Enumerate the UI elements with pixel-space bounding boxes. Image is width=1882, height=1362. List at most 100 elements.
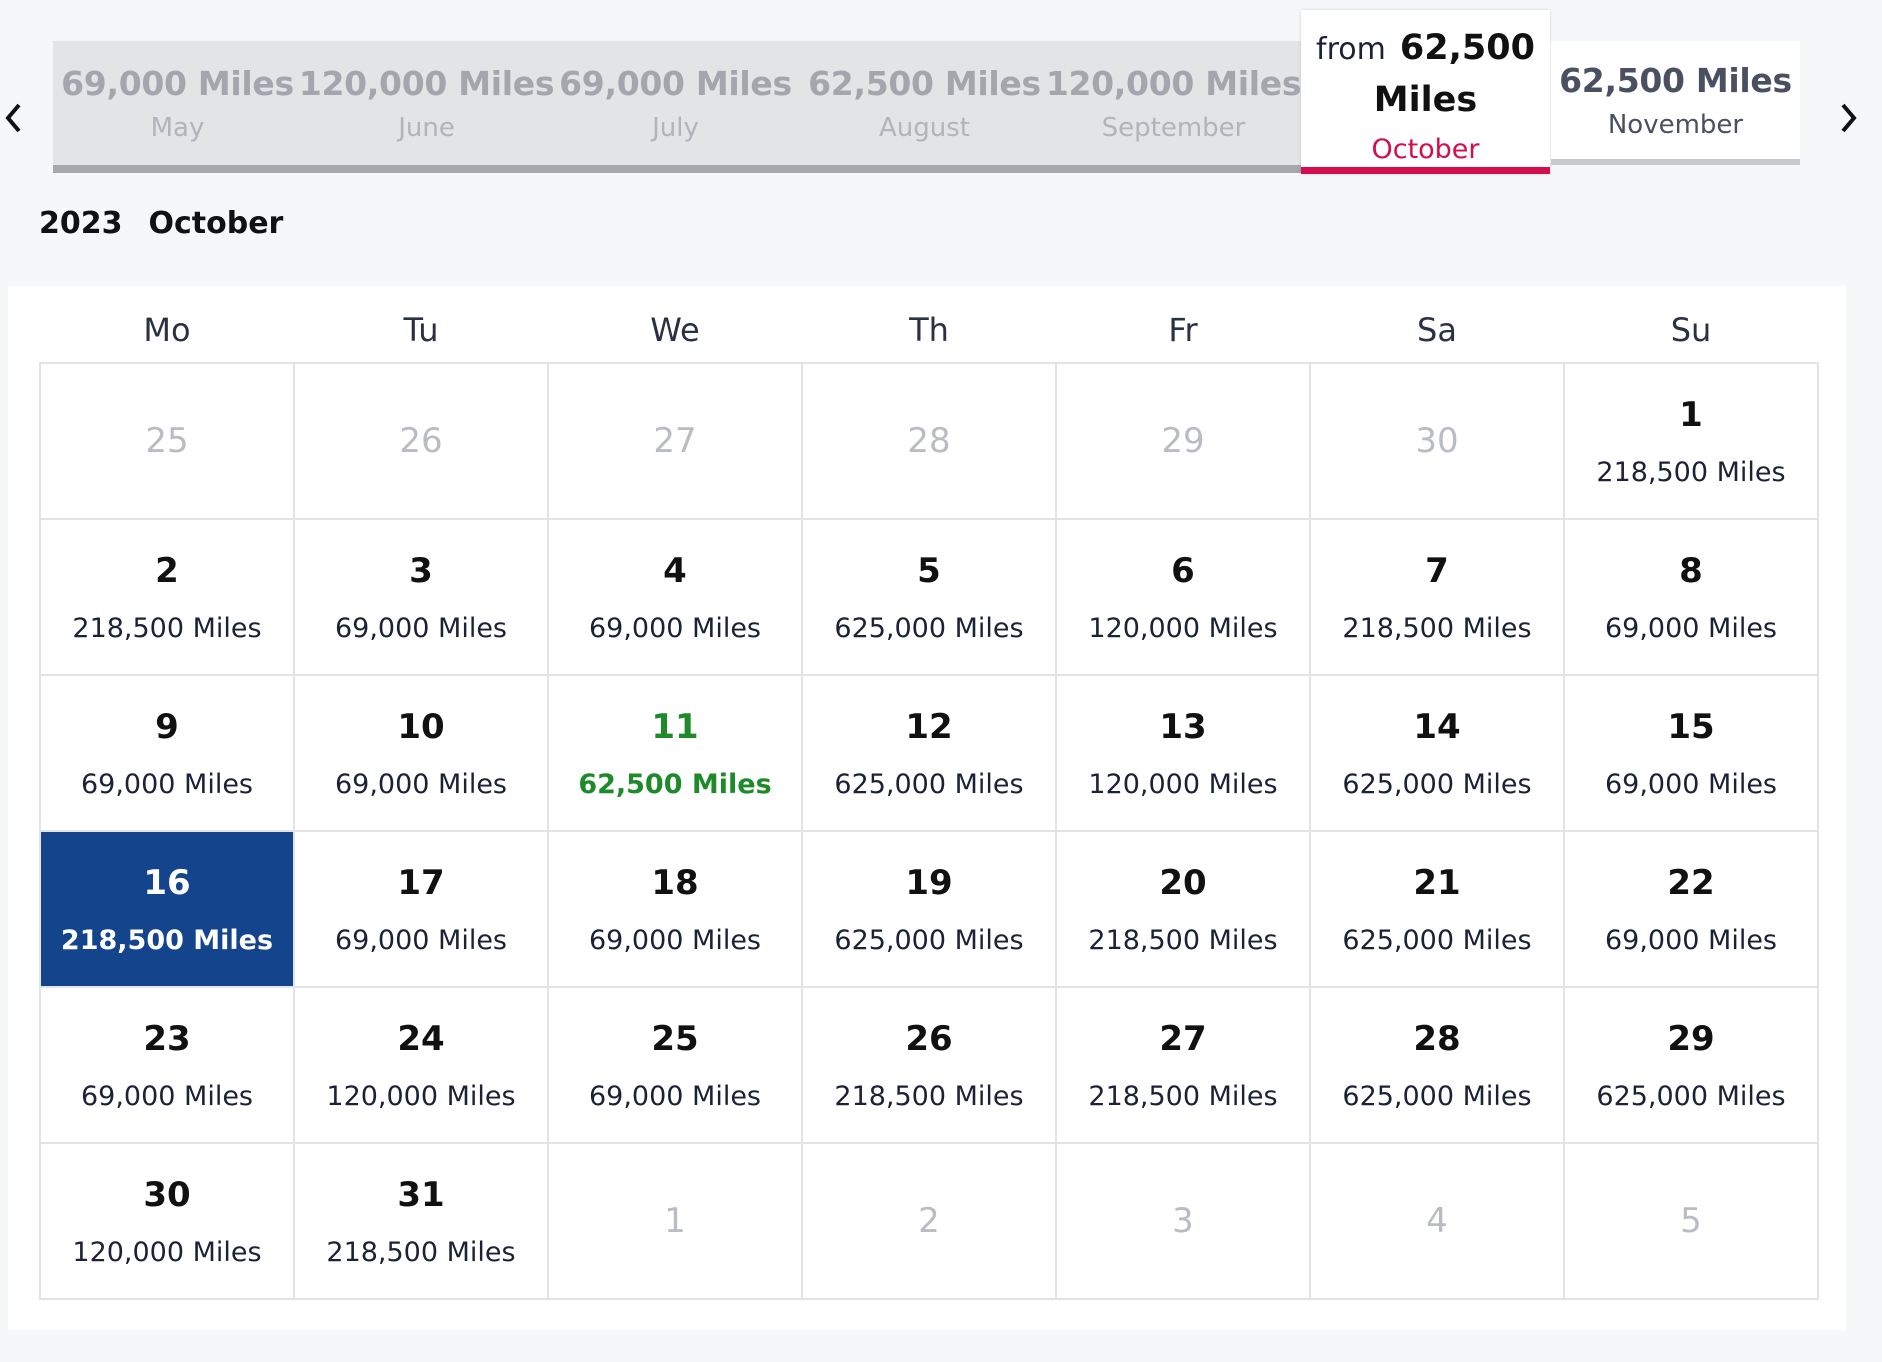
from-label: from — [1316, 32, 1386, 67]
day-number: 25 — [651, 1018, 699, 1059]
day-number: 2 — [155, 550, 179, 591]
day-price: 625,000 Miles — [1596, 1080, 1786, 1112]
calendar-day[interactable]: 21 625,000 Miles — [1311, 832, 1565, 988]
day-number: 1 — [664, 1201, 686, 1241]
calendar-day[interactable]: 11 62,500 Miles — [549, 676, 803, 832]
day-number: 22 — [1667, 862, 1715, 903]
day-number: 8 — [1679, 550, 1703, 591]
calendar-day[interactable]: 24 120,000 Miles — [295, 988, 549, 1144]
day-number: 27 — [653, 421, 697, 461]
month-name: August — [879, 112, 970, 143]
calendar-day[interactable]: 25 69,000 Miles — [549, 988, 803, 1144]
day-number: 15 — [1667, 706, 1715, 747]
calendar-day[interactable]: 31 218,500 Miles — [295, 1144, 549, 1300]
day-number: 14 — [1413, 706, 1461, 747]
calendar-day[interactable]: 30 120,000 Miles — [41, 1144, 295, 1300]
calendar-day-outside: 28 — [803, 364, 1057, 520]
day-number: 23 — [143, 1018, 191, 1059]
month-tab-october[interactable]: from 62,500 Miles October — [1301, 10, 1550, 174]
next-month-button[interactable] — [1834, 96, 1862, 140]
calendar-day[interactable]: 10 69,000 Miles — [295, 676, 549, 832]
chevron-left-icon — [5, 103, 21, 133]
calendar-day[interactable]: 20 218,500 Miles — [1057, 832, 1311, 988]
day-number: 3 — [1172, 1201, 1194, 1241]
day-price: 218,500 Miles — [834, 1080, 1024, 1112]
month-price: 69,000 Miles — [559, 63, 792, 103]
calendar-day[interactable]: 15 69,000 Miles — [1565, 676, 1819, 832]
calendar-day[interactable]: 17 69,000 Miles — [295, 832, 549, 988]
day-number: 5 — [1680, 1201, 1702, 1241]
calendar-month: October — [148, 206, 284, 241]
calendar-day[interactable]: 5 625,000 Miles — [803, 520, 1057, 676]
calendar-day[interactable]: 2 218,500 Miles — [41, 520, 295, 676]
weekday-label: Su — [1670, 311, 1712, 349]
day-price: 218,500 Miles — [1088, 1080, 1278, 1112]
month-name: November — [1607, 109, 1744, 140]
month-tab-july[interactable]: 69,000 Miles July — [551, 41, 800, 165]
month-name: September — [1101, 112, 1246, 143]
month-name: June — [398, 112, 455, 143]
calendar-day[interactable]: 6 120,000 Miles — [1057, 520, 1311, 676]
day-price: 62,500 Miles — [578, 768, 772, 800]
month-strip-background — [53, 41, 1301, 173]
calendar-day-outside: 5 — [1565, 1144, 1819, 1300]
calendar-day[interactable]: 8 69,000 Miles — [1565, 520, 1819, 676]
calendar-day[interactable]: 16 218,500 Miles — [41, 832, 295, 988]
calendar-day[interactable]: 14 625,000 Miles — [1311, 676, 1565, 832]
prev-month-button[interactable] — [0, 96, 28, 140]
month-tab-september[interactable]: 120,000 Miles September — [1046, 41, 1302, 165]
weekday-label: Fr — [1168, 311, 1198, 349]
calendar-heading: 2023 October — [39, 206, 309, 241]
calendar-day[interactable]: 4 69,000 Miles — [549, 520, 803, 676]
day-number: 13 — [1159, 706, 1207, 747]
day-price: 218,500 Miles — [60, 924, 274, 956]
calendar-day-outside: 30 — [1311, 364, 1565, 520]
calendar-day[interactable]: 26 218,500 Miles — [803, 988, 1057, 1144]
month-tab-june[interactable]: 120,000 Miles June — [299, 41, 555, 165]
day-number: 26 — [905, 1018, 953, 1059]
calendar-day[interactable]: 28 625,000 Miles — [1311, 988, 1565, 1144]
day-price: 69,000 Miles — [1604, 768, 1778, 800]
month-price: 69,000 Miles — [61, 63, 294, 103]
day-number: 21 — [1413, 862, 1461, 903]
day-number: 27 — [1159, 1018, 1207, 1059]
day-price: 120,000 Miles — [326, 1080, 516, 1112]
calendar-day[interactable]: 19 625,000 Miles — [803, 832, 1057, 988]
calendar-day[interactable]: 18 69,000 Miles — [549, 832, 803, 988]
month-tab-november[interactable]: 62,500 Miles November — [1551, 41, 1800, 165]
month-tab-may[interactable]: 69,000 Miles May — [53, 41, 302, 165]
day-number: 7 — [1425, 550, 1449, 591]
day-price: 120,000 Miles — [1088, 768, 1278, 800]
calendar-day-outside: 2 — [803, 1144, 1057, 1300]
day-price: 625,000 Miles — [834, 768, 1024, 800]
day-price: 218,500 Miles — [1596, 456, 1786, 488]
day-price: 120,000 Miles — [72, 1236, 262, 1268]
day-number: 4 — [663, 550, 687, 591]
month-price: 62,500 Miles — [808, 63, 1041, 103]
day-number: 17 — [397, 862, 445, 903]
day-number: 12 — [905, 706, 953, 747]
day-number: 30 — [1415, 421, 1459, 461]
calendar-day[interactable]: 9 69,000 Miles — [41, 676, 295, 832]
calendar-day[interactable]: 29 625,000 Miles — [1565, 988, 1819, 1144]
day-price: 218,500 Miles — [1342, 612, 1532, 644]
day-number: 28 — [1413, 1018, 1461, 1059]
day-number: 19 — [905, 862, 953, 903]
day-number: 4 — [1426, 1201, 1448, 1241]
month-tab-august[interactable]: 62,500 Miles August — [800, 41, 1049, 165]
calendar-day[interactable]: 1 218,500 Miles — [1565, 364, 1819, 520]
calendar-day[interactable]: 22 69,000 Miles — [1565, 832, 1819, 988]
calendar-day[interactable]: 27 218,500 Miles — [1057, 988, 1311, 1144]
day-number: 1 — [1679, 394, 1703, 435]
day-number: 25 — [145, 421, 189, 461]
price-number: 62,500 — [1399, 28, 1535, 68]
day-price: 625,000 Miles — [1342, 1080, 1532, 1112]
calendar-day[interactable]: 7 218,500 Miles — [1311, 520, 1565, 676]
calendar-day[interactable]: 13 120,000 Miles — [1057, 676, 1311, 832]
calendar-day[interactable]: 12 625,000 Miles — [803, 676, 1057, 832]
calendar-day[interactable]: 3 69,000 Miles — [295, 520, 549, 676]
calendar-day[interactable]: 23 69,000 Miles — [41, 988, 295, 1144]
day-price: 218,500 Miles — [326, 1236, 516, 1268]
day-number: 6 — [1171, 550, 1195, 591]
calendar-day-outside: 1 — [549, 1144, 803, 1300]
